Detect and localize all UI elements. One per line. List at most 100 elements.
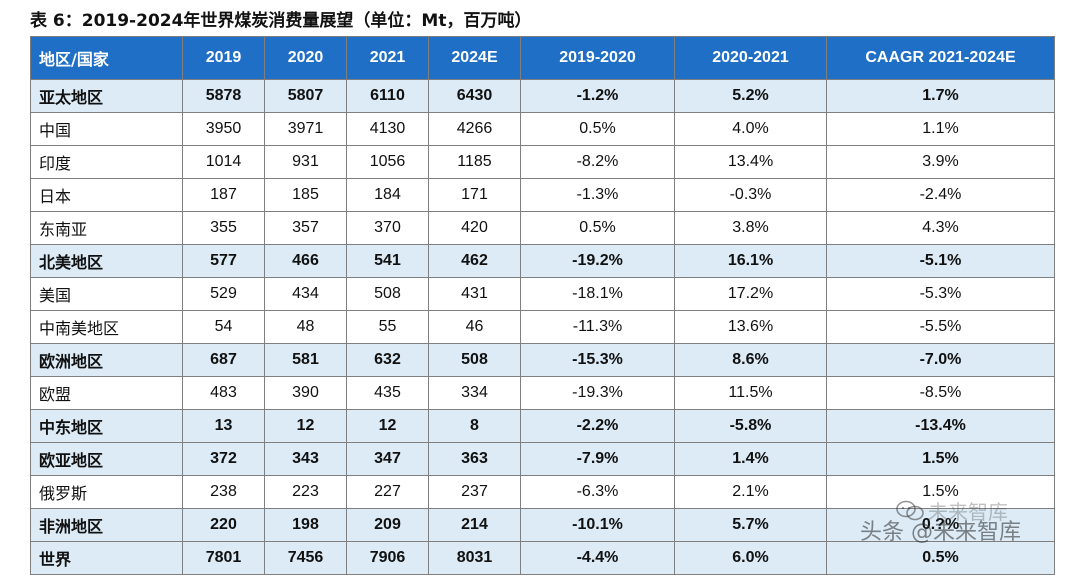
table-cell: 8031 bbox=[428, 541, 521, 575]
row-label: 欧盟 bbox=[30, 376, 183, 410]
row-label: 中南美地区 bbox=[30, 310, 183, 344]
table-cell: -1.3% bbox=[520, 178, 675, 212]
table-cell: 4.3% bbox=[826, 211, 1055, 245]
table-cell: 347 bbox=[346, 442, 429, 476]
table-cell: 12 bbox=[264, 409, 347, 443]
table-cell: 7801 bbox=[182, 541, 265, 575]
table-cell: 355 bbox=[182, 211, 265, 245]
table-row-region: 亚太地区 5878 5807 6110 6430 -1.2% 5.2% 1.7% bbox=[30, 79, 1055, 113]
table-cell: -5.1% bbox=[826, 244, 1055, 278]
table-cell: 370 bbox=[346, 211, 429, 245]
table-cell: 13.4% bbox=[674, 145, 827, 179]
table-cell: 185 bbox=[264, 178, 347, 212]
row-label: 日本 bbox=[30, 178, 183, 212]
table-cell: 4130 bbox=[346, 112, 429, 146]
table-cell: 209 bbox=[346, 508, 429, 542]
table-cell: 931 bbox=[264, 145, 347, 179]
table-cell: 483 bbox=[182, 376, 265, 410]
table-cell: -10.1% bbox=[520, 508, 675, 542]
table-cell: 3971 bbox=[264, 112, 347, 146]
table-cell: 334 bbox=[428, 376, 521, 410]
table-cell: -8.5% bbox=[826, 376, 1055, 410]
row-label: 印度 bbox=[30, 145, 183, 179]
row-label: 亚太地区 bbox=[30, 79, 183, 113]
table-cell: -5.8% bbox=[674, 409, 827, 443]
table-cell: 13.6% bbox=[674, 310, 827, 344]
table-cell: -5.5% bbox=[826, 310, 1055, 344]
column-header: 2020-2021 bbox=[674, 36, 827, 80]
table-cell: 13 bbox=[182, 409, 265, 443]
table-cell: 17.2% bbox=[674, 277, 827, 311]
table-row-region: 北美地区 577 466 541 462 -19.2% 16.1% -5.1% bbox=[30, 244, 1055, 278]
table-cell: 5.2% bbox=[674, 79, 827, 113]
row-label: 俄罗斯 bbox=[30, 475, 183, 509]
table-cell: 237 bbox=[428, 475, 521, 509]
table-cell: 0.5% bbox=[520, 211, 675, 245]
row-label: 美国 bbox=[30, 277, 183, 311]
table-cell: 187 bbox=[182, 178, 265, 212]
table-cell: 8.6% bbox=[674, 343, 827, 377]
table-cell: 48 bbox=[264, 310, 347, 344]
table-cell: 687 bbox=[182, 343, 265, 377]
table-cell: 2.1% bbox=[674, 475, 827, 509]
table-cell: 220 bbox=[182, 508, 265, 542]
column-header: 2019-2020 bbox=[520, 36, 675, 80]
table-cell: -7.9% bbox=[520, 442, 675, 476]
table-cell: 6110 bbox=[346, 79, 429, 113]
table-cell: 363 bbox=[428, 442, 521, 476]
table-cell: 5878 bbox=[182, 79, 265, 113]
table-cell: -11.3% bbox=[520, 310, 675, 344]
table-cell: 238 bbox=[182, 475, 265, 509]
table-cell: 6.0% bbox=[674, 541, 827, 575]
table-cell: 541 bbox=[346, 244, 429, 278]
table-row-region: 中东地区 13 12 12 8 -2.2% -5.8% -13.4% bbox=[30, 409, 1055, 443]
table-cell: -8.2% bbox=[520, 145, 675, 179]
table-cell: -6.3% bbox=[520, 475, 675, 509]
column-header: 2024E bbox=[428, 36, 521, 80]
row-label: 中国 bbox=[30, 112, 183, 146]
table-cell: 390 bbox=[264, 376, 347, 410]
table-cell: 1185 bbox=[428, 145, 521, 179]
table-cell: 1.5% bbox=[826, 442, 1055, 476]
column-header: CAAGR 2021-2024E bbox=[826, 36, 1055, 80]
table-cell: 3950 bbox=[182, 112, 265, 146]
table-row-region: 欧亚地区 372 343 347 363 -7.9% 1.4% 1.5% bbox=[30, 442, 1055, 476]
table-row: 印度 1014 931 1056 1185 -8.2% 13.4% 3.9% bbox=[30, 145, 1055, 179]
table-cell: -19.3% bbox=[520, 376, 675, 410]
table-cell: 1014 bbox=[182, 145, 265, 179]
row-label: 欧洲地区 bbox=[30, 343, 183, 377]
table-cell: 46 bbox=[428, 310, 521, 344]
table-cell: -7.0% bbox=[826, 343, 1055, 377]
table-row-region: 非洲地区 220 198 209 214 -10.1% 5.7% 0.?% bbox=[30, 508, 1055, 542]
table-cell: 7906 bbox=[346, 541, 429, 575]
column-header: 2021 bbox=[346, 36, 429, 80]
table-cell: 0.5% bbox=[826, 541, 1055, 575]
table-cell: -2.2% bbox=[520, 409, 675, 443]
table-cell: 227 bbox=[346, 475, 429, 509]
row-label: 东南亚 bbox=[30, 211, 183, 245]
table-cell: 171 bbox=[428, 178, 521, 212]
table-cell: 420 bbox=[428, 211, 521, 245]
table-cell: 466 bbox=[264, 244, 347, 278]
table-cell: 431 bbox=[428, 277, 521, 311]
table-cell: 357 bbox=[264, 211, 347, 245]
table-cell: 462 bbox=[428, 244, 521, 278]
column-header: 2019 bbox=[182, 36, 265, 80]
table-cell: 16.1% bbox=[674, 244, 827, 278]
table-cell: 4266 bbox=[428, 112, 521, 146]
table-cell: 12 bbox=[346, 409, 429, 443]
column-header: 2020 bbox=[264, 36, 347, 80]
table-row-region: 世界 7801 7456 7906 8031 -4.4% 6.0% 0.5% bbox=[30, 541, 1055, 575]
coal-consumption-table: 地区/国家 2019 2020 2021 2024E 2019-2020 202… bbox=[30, 36, 1055, 575]
row-label: 非洲地区 bbox=[30, 508, 183, 542]
table-cell: 198 bbox=[264, 508, 347, 542]
row-label: 中东地区 bbox=[30, 409, 183, 443]
table-cell: 1.5% bbox=[826, 475, 1055, 509]
table-cell: 223 bbox=[264, 475, 347, 509]
table-row: 欧盟 483 390 435 334 -19.3% 11.5% -8.5% bbox=[30, 376, 1055, 410]
table-cell: 1.1% bbox=[826, 112, 1055, 146]
table-cell: 508 bbox=[346, 277, 429, 311]
table-row: 中国 3950 3971 4130 4266 0.5% 4.0% 1.1% bbox=[30, 112, 1055, 146]
table-cell: 55 bbox=[346, 310, 429, 344]
table-cell: -15.3% bbox=[520, 343, 675, 377]
